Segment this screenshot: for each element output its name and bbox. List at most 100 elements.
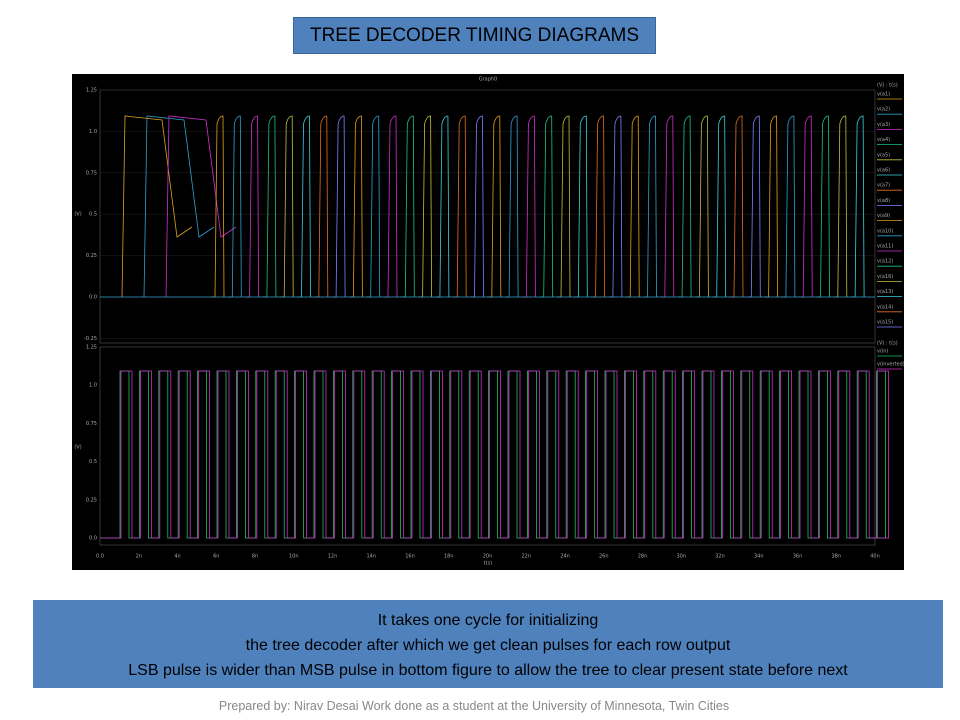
legend-entry: v(a13) xyxy=(877,289,893,295)
waveform xyxy=(608,115,623,298)
x-tick-label: 10n xyxy=(289,554,299,560)
x-tick-label: 36n xyxy=(793,554,803,560)
waveform xyxy=(470,115,484,298)
waveform xyxy=(557,115,571,298)
y-axis-label: (V) xyxy=(74,212,81,218)
graph-title: Graph0 xyxy=(479,77,498,83)
y-axis-label: (V) xyxy=(74,445,81,451)
y-tick-label: 1.0 xyxy=(89,129,97,135)
waveform xyxy=(591,115,605,298)
waveform xyxy=(121,115,193,298)
legend-entry: v(a1) xyxy=(877,92,890,98)
x-tick-label: 28n xyxy=(638,554,648,560)
y-tick-label: 0.75 xyxy=(86,421,97,427)
waveform xyxy=(245,115,259,298)
legend-entry: v(a7) xyxy=(877,183,890,189)
x-tick-label: 14n xyxy=(366,554,376,560)
waveform xyxy=(487,115,502,298)
legend-entry: v(inverted) xyxy=(877,362,904,368)
waveform xyxy=(297,115,311,298)
waveform xyxy=(366,115,381,298)
legend-entry: v(in) xyxy=(877,349,888,355)
waveform xyxy=(539,115,554,298)
x-tick-label: 8n xyxy=(252,554,258,560)
x-tick-label: 6n xyxy=(213,554,219,560)
waveform xyxy=(816,115,830,298)
legend-entry: v(a10) xyxy=(877,228,893,234)
legend-entry: v(a16) xyxy=(877,274,893,280)
waveform xyxy=(280,115,294,298)
waveform xyxy=(833,115,848,298)
legend-entry: v(a12) xyxy=(877,259,893,265)
legend-entry: v(a14) xyxy=(877,304,893,310)
footer: Prepared by: Nirav Desai Work done as a … xyxy=(218,699,730,713)
y-tick-label: 0.25 xyxy=(86,497,97,503)
y-tick-label: 0.0 xyxy=(89,536,97,542)
y-tick-label: 0.75 xyxy=(86,170,97,176)
waveform xyxy=(764,115,778,298)
note-line: It takes one cycle for initializing xyxy=(377,612,599,629)
y-tick-label: -0.25 xyxy=(84,336,97,342)
y-tick-label: 0.5 xyxy=(89,212,97,218)
legend-entry: v(a6) xyxy=(877,168,890,174)
y-tick-label: 1.0 xyxy=(89,383,97,389)
waveform xyxy=(781,115,796,298)
x-tick-label: 0.0 xyxy=(96,554,104,560)
waveform xyxy=(643,115,657,298)
y-tick-label: 0.0 xyxy=(89,295,97,301)
legend-entry: v(a3) xyxy=(877,122,890,128)
legend-entry: v(a4) xyxy=(877,137,890,143)
waveform xyxy=(660,115,675,298)
x-tick-label: 26n xyxy=(599,554,609,560)
waveform xyxy=(574,115,588,298)
waveform xyxy=(626,115,640,298)
legend-header: (V) : t(s) xyxy=(877,341,898,347)
waveform xyxy=(100,370,889,539)
x-tick-label: 34n xyxy=(754,554,764,560)
waveform xyxy=(418,115,432,298)
note-line: LSB pulse is wider than MSB pulse in bot… xyxy=(128,662,848,679)
waveform xyxy=(211,115,225,298)
waveform xyxy=(143,115,215,298)
x-tick-label: 32n xyxy=(715,554,725,560)
waveform xyxy=(453,115,467,298)
y-tick-label: 0.25 xyxy=(86,253,97,259)
legend-header: (V) : t(s) xyxy=(877,83,898,89)
x-tick-label: 24n xyxy=(560,554,570,560)
x-axis-label: t(s) xyxy=(484,561,493,567)
note-line: the tree decoder after which we get clea… xyxy=(245,637,731,654)
waveform xyxy=(799,115,813,298)
waveform xyxy=(262,115,277,298)
y-tick-label: 0.5 xyxy=(89,459,97,465)
waveform xyxy=(730,115,744,298)
waveform xyxy=(401,115,415,298)
x-tick-label: 20n xyxy=(483,554,493,560)
waveform xyxy=(712,115,727,298)
bottom-frame xyxy=(99,346,876,546)
legend-entry: v(a15) xyxy=(877,320,893,326)
waveform xyxy=(747,115,761,298)
legend-entry: v(a5) xyxy=(877,152,890,158)
x-tick-label: 30n xyxy=(676,554,686,560)
y-tick-label: 1.25 xyxy=(86,88,97,94)
x-tick-label: 22n xyxy=(521,554,531,560)
y-tick-label: 1.25 xyxy=(86,345,97,351)
x-tick-label: 4n xyxy=(174,554,180,560)
x-tick-label: 40n xyxy=(870,554,880,560)
waveform xyxy=(678,115,692,298)
waveform xyxy=(314,115,329,298)
slide-title: TREE DECODER TIMING DIAGRAMS xyxy=(293,17,656,54)
waveform xyxy=(228,115,242,298)
x-tick-label: 2n xyxy=(136,554,142,560)
note: It takes one cycle for initializing the … xyxy=(33,600,943,688)
x-tick-label: 38n xyxy=(831,554,841,560)
waveform xyxy=(851,115,865,298)
waveform xyxy=(695,115,709,298)
legend-entry: v(a2) xyxy=(877,107,890,113)
x-tick-label: 16n xyxy=(405,554,415,560)
waveform xyxy=(349,115,363,298)
waveform xyxy=(384,115,398,298)
legend-entry: v(a11) xyxy=(877,244,893,250)
waveform xyxy=(505,115,519,298)
